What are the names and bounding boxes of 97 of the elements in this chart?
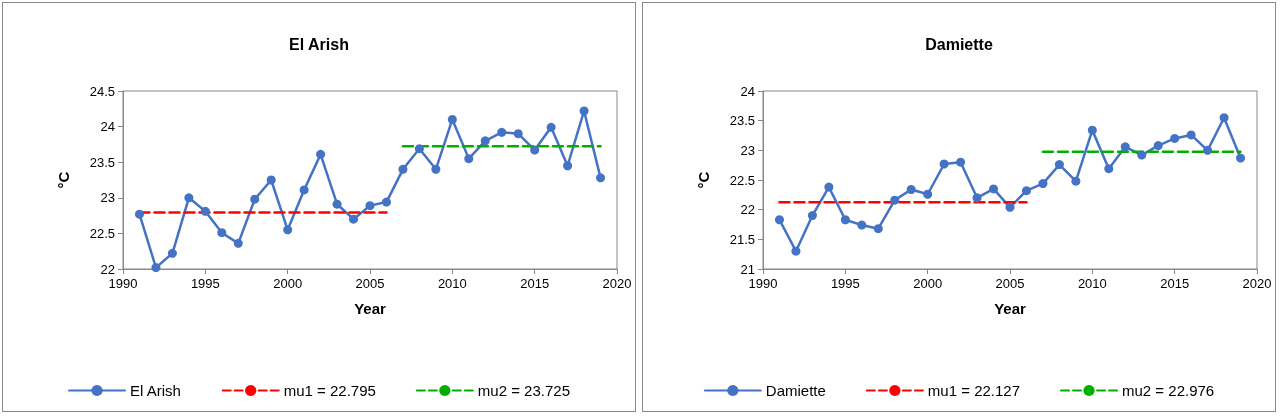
x-tick-label: 2005: [995, 276, 1025, 291]
point: [923, 189, 933, 199]
x-tick-label: 2000: [273, 276, 303, 291]
point: [497, 127, 507, 137]
x-tick-label: 2000: [913, 276, 943, 291]
x-tick-label: 2010: [437, 276, 467, 291]
point: [1186, 130, 1196, 140]
point: [807, 211, 817, 221]
point: [1071, 176, 1081, 186]
y-tick-label: 22: [100, 261, 115, 277]
point: [1203, 145, 1213, 155]
y-tick-label: 22.5: [89, 225, 115, 241]
point: [906, 185, 916, 194]
x-tick-label: 1990: [748, 276, 778, 291]
x-tick-label: 2005: [355, 276, 385, 291]
point: [365, 201, 375, 211]
point: [414, 144, 424, 154]
point: [1021, 186, 1031, 196]
y-tick-label: 21: [740, 261, 755, 277]
point: [1170, 133, 1180, 143]
point: [840, 215, 850, 225]
legend-label: mu2 = 22.976: [1122, 382, 1215, 399]
x-tick-label: 2015: [1160, 276, 1190, 291]
x-tick-label: 1995: [830, 276, 860, 291]
point: [447, 114, 457, 124]
point: [1219, 113, 1229, 123]
point: [1104, 164, 1114, 174]
point: [398, 164, 408, 174]
point: [250, 194, 260, 204]
point: [332, 199, 342, 209]
x-tick-label: 1995: [190, 276, 220, 291]
y-tick-label: 23.5: [89, 154, 115, 170]
point: [1137, 150, 1147, 160]
point: [1120, 142, 1130, 152]
point: [939, 159, 949, 169]
point: [151, 263, 161, 273]
point: [431, 164, 441, 174]
y-tick-label: 21.5: [729, 231, 755, 247]
y-tick-label: 22.5: [729, 172, 755, 188]
x-tick-label: 2020: [1242, 276, 1272, 291]
point: [299, 185, 309, 195]
point: [791, 246, 801, 256]
point: [283, 225, 293, 235]
point: [989, 184, 999, 194]
point: [217, 228, 227, 238]
point: [824, 182, 834, 192]
point: [381, 197, 391, 207]
point: [1087, 125, 1097, 135]
point: [596, 173, 606, 183]
point: [873, 224, 883, 234]
y-tick-label: 24: [740, 83, 755, 99]
point: [579, 106, 589, 116]
y-axis-title: °C: [695, 171, 712, 189]
point: [1236, 153, 1246, 163]
legend-label: Damiette: [765, 382, 826, 399]
point: [890, 195, 900, 205]
y-tick-label: 23.5: [729, 113, 755, 129]
y-tick-label: 23: [100, 190, 115, 206]
x-axis-title: Year: [354, 300, 387, 317]
point: [266, 175, 276, 185]
x-tick-label: 1990: [108, 276, 138, 291]
point: [1005, 202, 1015, 212]
y-axis-title: °C: [55, 171, 72, 189]
y-tick-label: 23: [740, 142, 755, 158]
y-tick-label: 24.5: [89, 83, 115, 99]
point: [956, 157, 966, 167]
y-tick-label: 24: [100, 119, 115, 135]
point: [857, 220, 867, 230]
legend-label: mu2 = 23.725: [477, 382, 570, 399]
point: [513, 129, 523, 139]
point: [1054, 160, 1064, 170]
point: [167, 248, 177, 258]
point: [530, 145, 540, 155]
point: [774, 215, 784, 225]
x-tick-label: 2015: [520, 276, 550, 291]
point: [184, 193, 194, 203]
y-tick-label: 22: [740, 202, 755, 218]
point: [1038, 179, 1048, 189]
point: [480, 136, 490, 146]
point: [316, 149, 326, 159]
point: [134, 209, 144, 219]
x-tick-label: 2010: [1077, 276, 1107, 291]
point: [349, 214, 359, 224]
point: [200, 206, 210, 216]
chart-title: El Arish: [289, 35, 349, 53]
point: [464, 154, 474, 164]
x-axis-title: Year: [994, 300, 1027, 317]
point: [546, 122, 556, 132]
point: [563, 161, 573, 171]
legend-label: El Arish: [130, 382, 181, 399]
chart-title: Damiette: [925, 35, 993, 53]
legend-label: mu1 = 22.795: [283, 382, 376, 399]
point: [972, 193, 982, 203]
point: [233, 238, 243, 248]
legend-label: mu1 = 22.127: [927, 382, 1021, 399]
point: [1153, 141, 1163, 151]
x-tick-label: 2020: [602, 276, 632, 291]
